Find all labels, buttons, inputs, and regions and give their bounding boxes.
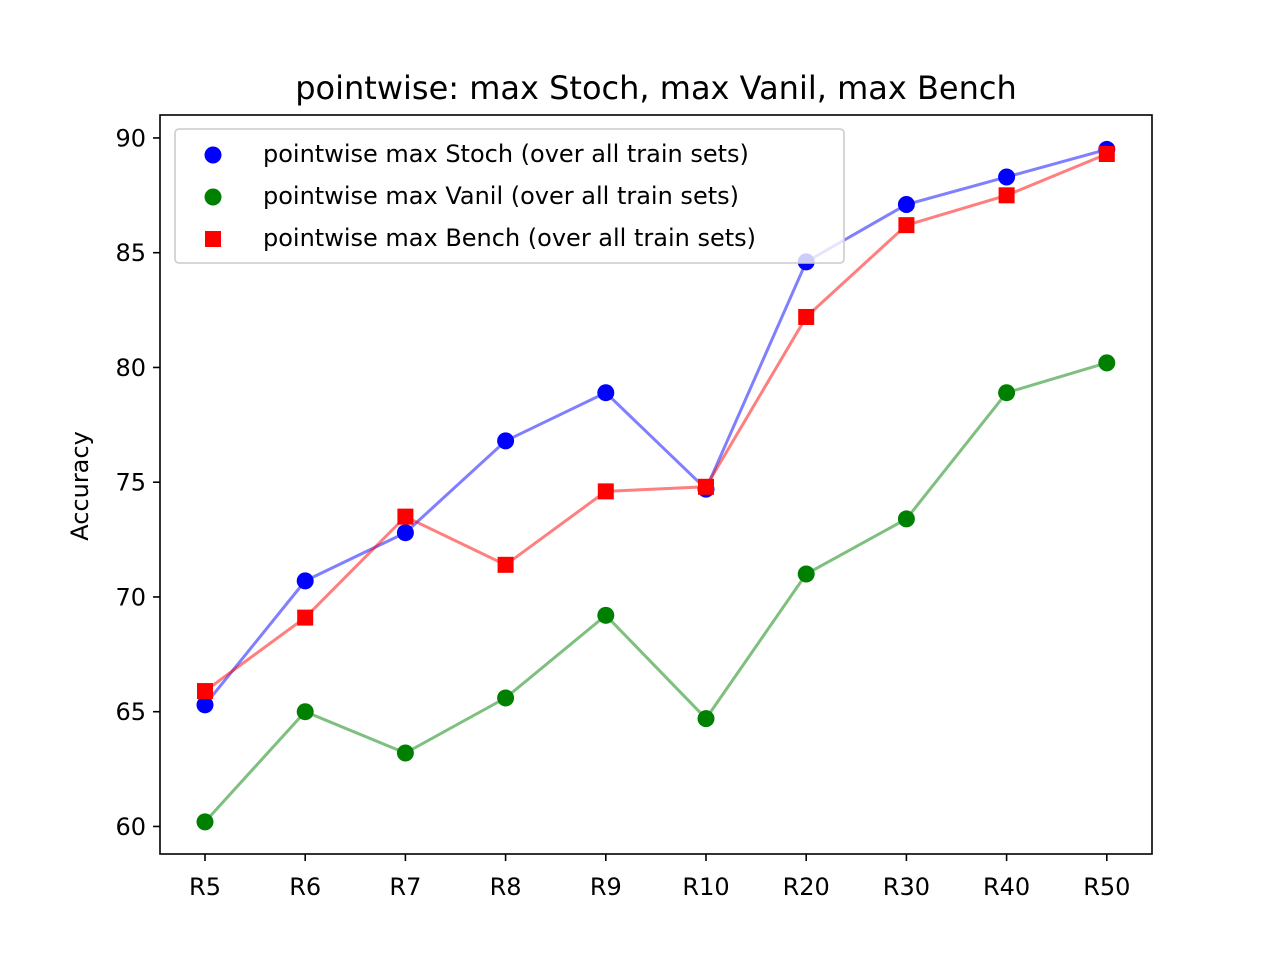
x-tick-label: R6	[289, 873, 321, 901]
data-point	[597, 483, 614, 500]
data-point	[897, 196, 915, 214]
axes-frame	[159, 114, 1153, 855]
y-tick-label: 60	[115, 813, 146, 841]
legend-marker	[204, 146, 222, 164]
plot-area	[196, 140, 1116, 831]
y-tick-label: 70	[115, 583, 146, 611]
data-point	[597, 384, 615, 402]
data-point	[998, 168, 1016, 186]
x-tick-label: R5	[189, 873, 221, 901]
series-line-0	[203, 147, 1108, 706]
data-point	[196, 696, 214, 714]
x-tick-label: R20	[783, 873, 830, 901]
data-point	[697, 710, 715, 728]
x-tick-label: R50	[1083, 873, 1130, 901]
data-point	[597, 606, 615, 624]
data-point	[797, 565, 815, 583]
data-point	[297, 609, 314, 626]
data-point	[998, 384, 1016, 402]
data-point	[296, 703, 314, 721]
x-tick-label: R9	[590, 873, 622, 901]
data-point	[497, 689, 515, 707]
y-tick-label: 85	[115, 239, 146, 267]
series-line-1	[203, 361, 1108, 823]
x-tick-label: R8	[490, 873, 522, 901]
y-axis-label: Accuracy	[66, 431, 94, 541]
data-point	[1098, 146, 1115, 163]
data-point	[396, 744, 414, 762]
y-tick-label: 80	[115, 354, 146, 382]
y-tick-label: 65	[115, 698, 146, 726]
data-point	[698, 478, 714, 495]
data-point	[196, 813, 214, 831]
y-tick-label: 75	[115, 469, 146, 497]
data-point	[897, 510, 915, 528]
data-point	[998, 187, 1015, 204]
legend: pointwise max Stoch (over all train sets…	[174, 128, 845, 264]
data-point	[1098, 354, 1116, 372]
legend-label: pointwise max Stoch (over all train sets…	[263, 140, 749, 168]
data-point	[798, 308, 815, 325]
data-point	[898, 217, 915, 234]
legend-label: pointwise max Bench (over all train sets…	[263, 224, 756, 252]
series-line-2	[204, 152, 1108, 693]
legend-marker	[204, 188, 222, 206]
data-point	[397, 508, 414, 525]
y-tick-label: 90	[115, 124, 146, 152]
x-tick-label: R7	[389, 873, 421, 901]
data-point	[197, 683, 213, 700]
data-point	[497, 556, 514, 573]
axes: R5 R6 R7 R8 R9 R10 R20 R30 R40 R50 60 65 70 75 80 85 90	[115, 114, 1153, 901]
data-point	[497, 432, 515, 450]
chart-title: pointwise: max Stoch, max Vanil, max Ben…	[295, 69, 1017, 107]
x-tick-label: R40	[983, 873, 1030, 901]
data-point	[296, 572, 314, 590]
x-tick-label: R10	[682, 873, 729, 901]
legend-box	[174, 128, 845, 264]
legend-label: pointwise max Vanil (over all train sets…	[263, 182, 739, 210]
x-tick-label: R30	[883, 873, 930, 901]
legend-marker	[205, 231, 221, 247]
data-point	[396, 524, 414, 542]
